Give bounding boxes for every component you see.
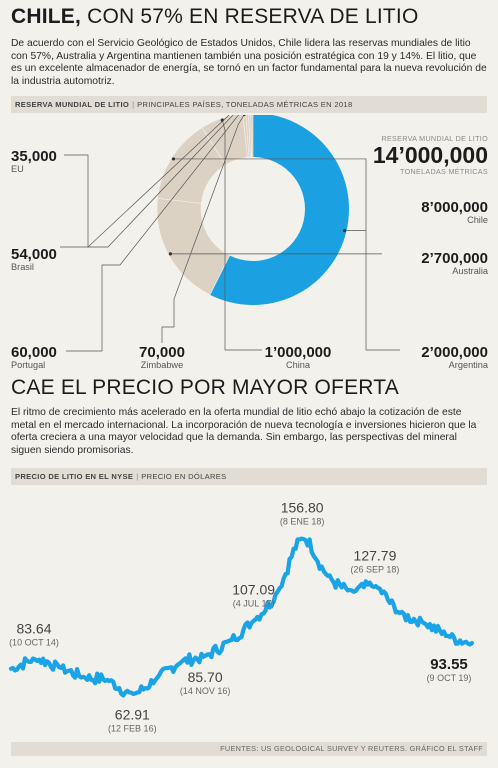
annotation-value-2017-07: 107.09 [232,582,275,598]
slice-value-portugal: 60,000 [11,344,57,361]
slice-value-chile: 8’000,000 [421,199,488,216]
total-unit: TONELADAS MÉTRICAS [400,167,488,176]
price-series-line [8,536,475,698]
section-separator: | [132,100,135,109]
slice-value-argentina: 2’000,000 [421,344,488,361]
title-light: CON 57% EN RESERVA DE LITIO [81,5,419,28]
donut-slice-eu [250,115,254,158]
slice-value-eu: 35,000 [11,148,57,165]
price-intro-paragraph: El ritmo de crecimiento más acelerado en… [11,407,477,456]
slice-value-australia: 2’700,000 [421,250,488,267]
reserves-section-bar: RESERVA MUNDIAL DE LITIO | PRINCIPALES PAÍ… [11,96,487,113]
price-section-bar: PRECIO DE LITIO EN EL NYSE | PRECIO EN DÓL… [11,468,487,485]
slice-name-australia: Australia [452,266,489,276]
annotation-value-2018-01: 156.80 [281,500,324,516]
slice-name-eu: EU [11,164,24,174]
total-label: RESERVA MUNDIAL DE LITIO [381,134,488,143]
leader-line-argentina [173,158,400,351]
leader-line-zimbabwe [161,115,245,343]
annotation-value-2016-02: 62.91 [115,707,150,723]
leader-dot-chile [342,229,347,233]
slice-name-argentina: Argentina [449,360,489,370]
section-separator: | [136,472,139,481]
title-bold: CHILE, [11,5,82,28]
price-line-chart: 83.64(10 OCT 14) 62.91(12 FEB 16) 85.70(14… [8,500,475,734]
price-section-subtitle: PRECIO EN DÓLARES [141,472,227,481]
price-heading: CAE EL PRECIO POR MAYOR OFERTA [11,376,399,399]
annotation-date-2018-09: (26 SEP 18) [351,564,400,574]
annotation-value-2014-10: 83.64 [16,620,51,636]
slice-name-zimbabwe: Zimbabwe [141,360,183,370]
reserves-section-title: RESERVA MUNDIAL DE LITIO [15,100,130,109]
source-footer: FUENTES: US GEOLOGICAL SURVEY Y REUTERS.… [11,742,487,756]
slice-value-brasil: 54,000 [11,246,57,263]
total-value: 14’000,000 [373,142,488,168]
leader-dot-australia [168,252,172,256]
slice-value-china: 1’000,000 [265,344,332,361]
annotation-date-2017-07: (4 JUL 17) [233,599,275,609]
annotation-value-2018-09: 127.79 [354,547,397,563]
annotation-date-2018-01: (8 ENE 18) [280,517,325,527]
slice-name-brasil: Brasil [11,262,34,272]
price-section-title: PRECIO DE LITIO EN EL NYSE [15,472,134,481]
annotation-value-2016-11: 85.70 [188,669,223,685]
leader-dot-argentina [171,157,176,161]
slice-name-china: China [286,360,311,370]
annotation-date-2016-11: (14 NOV 16) [180,686,231,696]
page-title: CHILE, CON 57% EN RESERVA DE LITIO [11,5,418,29]
leader-line-brasil [60,115,234,248]
slice-name-portugal: Portugal [11,360,45,370]
donut-slice-chile [209,115,349,305]
annotation-date-2019-10: (9 OCT 19) [427,673,472,683]
leader-line-eu [64,115,230,248]
annotation-date-2016-02: (12 FEB 16) [108,724,157,734]
intro-paragraph: De acuerdo con el Servicio Geológico de … [11,38,487,87]
slice-name-chile: Chile [467,215,488,225]
leader-line-portugal [66,115,239,352]
annotation-date-2014-10: (10 OCT 14) [9,637,59,647]
slice-value-zimbabwe: 70,000 [139,344,185,361]
reserves-section-subtitle: PRINCIPALES PAÍSES, TONELADAS MÉTRICAS E… [137,100,353,109]
leader-dot-zimbabwe [242,115,246,116]
annotation-value-2019-10: 93.55 [430,656,468,673]
